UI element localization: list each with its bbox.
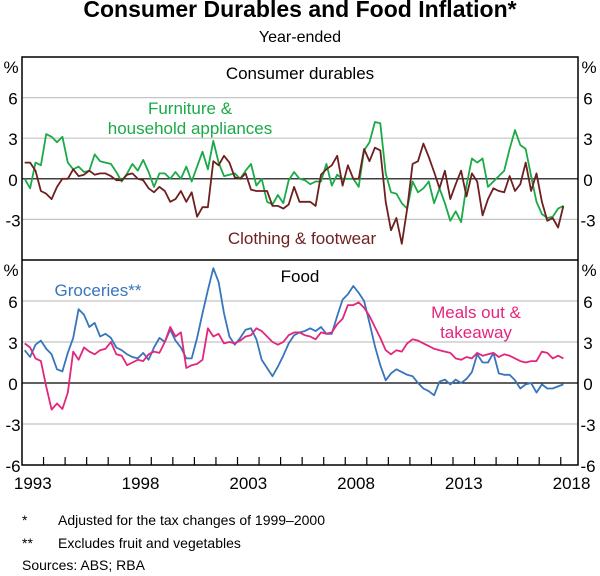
y-tick-left: 0 [8,171,17,190]
series-label: Clothing & footwear [228,229,377,248]
y-unit-right: % [581,261,596,280]
series-label: Furniture & [148,99,233,118]
y-tick-left: -3 [5,211,20,230]
footnote-1-mark: * [22,512,28,528]
series-label: household appliances [108,119,272,138]
y-tick-right: 0 [583,375,592,394]
y-unit-left: % [3,261,18,280]
series-line-groceries- [23,267,564,397]
y-tick-right: 3 [583,334,592,353]
chart-subtitle: Year-ended [258,29,342,46]
y-tick-left: 0 [8,375,17,394]
series-label: Meals out & [431,303,521,322]
y-tick-left: -6 [5,457,20,476]
x-tick-label: 1998 [122,474,160,493]
y-tick-left: 6 [8,293,17,312]
y-tick-right: -6 [580,457,595,476]
y-unit-right: % [581,58,596,77]
y-unit-left: % [3,58,18,77]
y-tick-left: 3 [8,130,17,149]
y-tick-right: 6 [583,90,592,109]
plot-frame [21,56,579,466]
series-label: Groceries** [55,281,142,300]
series-label: takeaway [440,323,512,342]
x-tick-label: 2013 [445,474,483,493]
series-line-furniture-household-appliances [23,121,564,224]
footnote-2-text: Excludes fruit and vegetables [58,535,241,551]
x-tick-label: 2003 [229,474,267,493]
x-tick-label: 1993 [14,474,52,493]
y-tick-right: 0 [583,171,592,190]
y-tick-left: 3 [8,334,17,353]
series-line-clothing-footwear [24,142,565,245]
x-tick-label: 2008 [337,474,375,493]
sources: Sources: ABS; RBA [22,557,145,573]
series-line-meals-out-takeaway [24,301,564,411]
y-tick-right: 6 [583,293,592,312]
x-tick-label: 2018 [553,474,591,493]
y-tick-left: -3 [5,416,20,435]
y-tick-right: 3 [583,130,592,149]
panel-title: Food [281,267,320,286]
y-tick-right: -3 [580,211,595,230]
y-tick-right: -3 [580,416,595,435]
panel-title: Consumer durables [226,64,374,83]
chart-title: Consumer Durables and Food Inflation* [83,0,517,22]
footnote-1-text: Adjusted for the tax changes of 1999–200… [58,512,325,528]
y-tick-left: 6 [8,90,17,109]
footnote-2-mark: ** [22,535,33,551]
